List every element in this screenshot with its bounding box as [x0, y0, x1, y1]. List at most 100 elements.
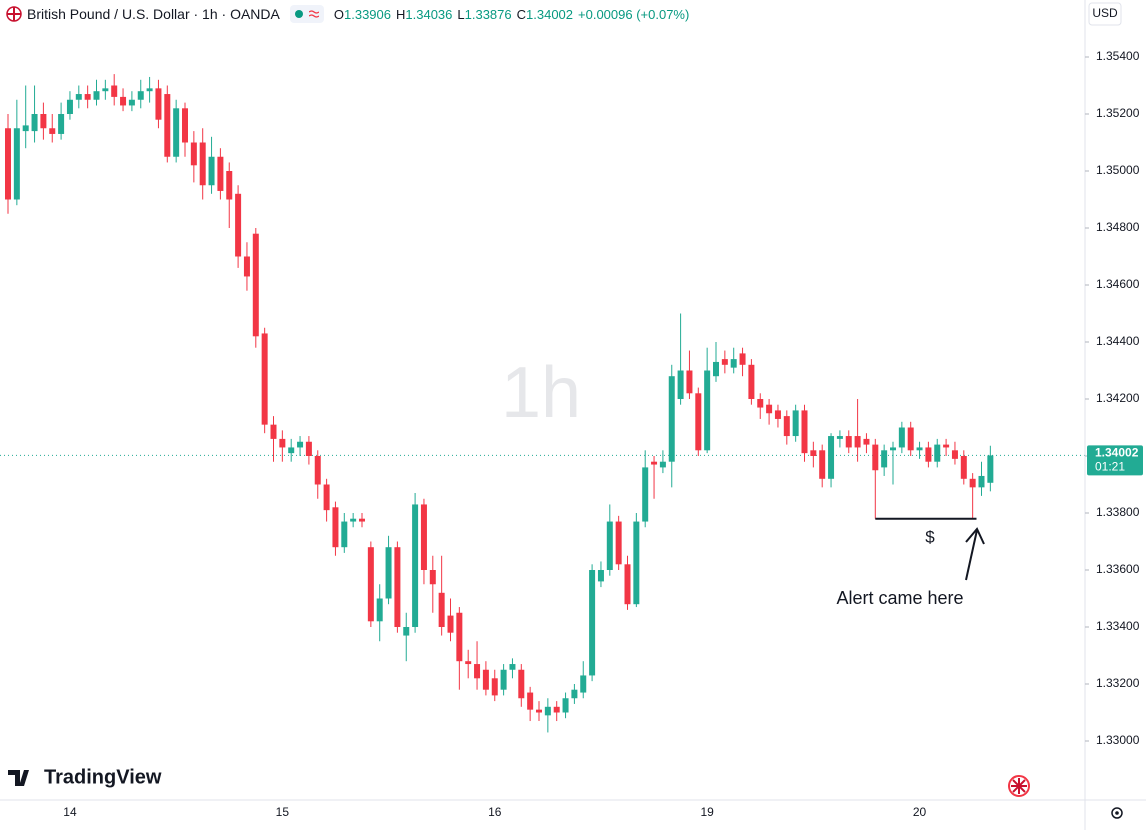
ohlc-key: O	[333, 6, 344, 22]
candle-body	[872, 444, 879, 471]
candle-body	[544, 706, 551, 716]
y-tick-label: 1.33000	[1096, 733, 1140, 747]
y-tick-label: 1.35400	[1096, 49, 1140, 63]
candle-body	[128, 99, 135, 106]
candle-body	[243, 256, 250, 277]
candle-body	[854, 436, 861, 448]
candle-body	[969, 478, 976, 488]
candle-body	[40, 114, 47, 129]
candle-body	[66, 99, 73, 114]
candle-body	[314, 456, 321, 485]
currency-label[interactable]: USD	[1092, 6, 1118, 20]
status-pill[interactable]	[289, 5, 324, 23]
candle-body	[190, 142, 197, 166]
candle-body	[164, 94, 171, 157]
candle-body	[385, 547, 392, 599]
candles	[5, 74, 994, 733]
candle-body	[13, 128, 20, 200]
x-tick-label: 15	[276, 805, 290, 819]
ohlc-key: C	[516, 6, 527, 22]
x-tick-label: 16	[488, 805, 502, 819]
candle-body	[757, 399, 764, 408]
symbol-name[interactable]: British Pound / U.S. Dollar · 1h · OANDA	[27, 6, 280, 22]
candle-body	[890, 447, 896, 451]
candle-body	[677, 370, 684, 399]
candle-body	[288, 447, 295, 454]
candle-body	[801, 410, 808, 454]
candle-body	[226, 171, 233, 200]
candle-body	[155, 88, 162, 120]
candle-body	[951, 450, 958, 459]
flag-icon	[1008, 775, 1030, 797]
logo: TradingView	[8, 766, 162, 788]
candle-body	[916, 447, 923, 451]
logo-icon	[8, 770, 29, 786]
candle-body	[332, 507, 339, 548]
candle-body	[571, 689, 578, 699]
candle-body	[828, 436, 835, 479]
candle-body	[907, 427, 914, 451]
candle-body	[925, 447, 932, 462]
y-tick-label: 1.35200	[1096, 106, 1140, 120]
y-tick-label: 1.34400	[1096, 334, 1140, 348]
candle-body	[482, 669, 489, 690]
ohlc-value: 1.34036	[405, 6, 453, 22]
change-value: +0.00096 (+0.07%)	[578, 6, 690, 22]
candle-body	[367, 547, 374, 622]
candle-body	[783, 416, 790, 437]
candle-body	[208, 156, 215, 186]
candle-body	[111, 85, 118, 97]
candle-body	[562, 698, 569, 713]
candle-body	[137, 91, 144, 100]
candle-body	[465, 661, 472, 665]
candle-body	[474, 664, 481, 679]
candle-body	[624, 564, 631, 605]
candle-body	[102, 88, 109, 92]
logo-text: TradingView	[44, 766, 162, 788]
candle-body	[819, 450, 826, 479]
candle-body	[146, 88, 153, 92]
candle-body	[500, 669, 507, 690]
candle-body	[491, 678, 498, 696]
candle-body	[987, 455, 994, 483]
candle-body	[597, 570, 604, 582]
ohlc-value: 1.33906	[344, 6, 391, 22]
settings-icon[interactable]	[1111, 807, 1123, 819]
candle-body	[456, 612, 463, 662]
ohlc-key: H	[396, 6, 406, 22]
arrow	[965, 527, 985, 581]
candle-body	[553, 706, 560, 713]
candle-body	[22, 125, 29, 132]
ohlc-key: L	[457, 6, 465, 22]
candle-body	[173, 108, 180, 157]
candle-body	[429, 570, 436, 585]
candle-body	[341, 521, 348, 548]
candle-body	[863, 438, 870, 445]
ohlc-value: 1.33876	[464, 6, 512, 22]
candle-body	[270, 424, 277, 439]
candle-body	[217, 156, 224, 191]
candle-body	[359, 518, 365, 522]
candle-body	[261, 333, 268, 425]
candle-body	[960, 456, 967, 479]
candle-body	[642, 467, 649, 522]
candle-body	[182, 108, 188, 143]
candle-body	[279, 438, 286, 448]
y-tick-label: 1.35000	[1096, 163, 1140, 177]
candle-body	[518, 669, 525, 699]
candle-body	[536, 709, 542, 713]
candle-body	[527, 692, 534, 710]
candle-body	[350, 518, 357, 522]
candle-body	[668, 376, 675, 462]
candle-body	[651, 461, 658, 465]
candle-body	[898, 427, 905, 448]
candle-body	[84, 94, 91, 100]
candle-body	[730, 359, 737, 368]
currency-button[interactable]	[1088, 2, 1122, 26]
candle-body	[686, 370, 693, 394]
candle-body	[58, 114, 65, 134]
candle-body	[934, 444, 941, 462]
annotation: Alert came here	[836, 588, 963, 608]
candle-body	[394, 547, 401, 627]
